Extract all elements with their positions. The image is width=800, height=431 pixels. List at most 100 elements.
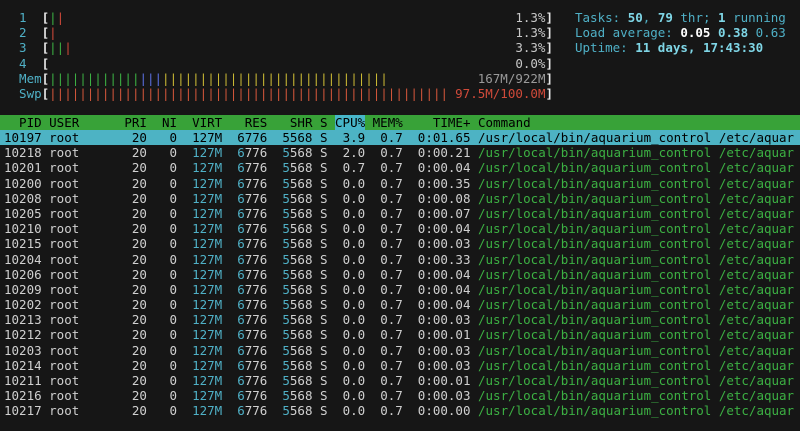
priority-header[interactable]: PRI xyxy=(117,115,147,130)
time-cell: 0:00.03 xyxy=(417,312,471,328)
shr-header[interactable]: SHR xyxy=(267,114,313,130)
cpu-cell: 0.0 xyxy=(342,236,366,252)
column-label[interactable]: PID xyxy=(19,114,42,130)
command-cell: /usr/local/bin/aquarium_control /etc/aqu… xyxy=(478,145,795,161)
column-label[interactable]: NI xyxy=(161,114,178,130)
res-cell: 6776 xyxy=(237,221,268,237)
res-cell: 6776 xyxy=(237,312,268,328)
process-row[interactable]: 10213 root 20 0 127M 6776 5568 S 0.0 0.7 0:00.03/u… xyxy=(0,312,800,327)
command-cell: /usr/local/bin/aquarium_control /etc/aqu… xyxy=(478,327,795,343)
command-header[interactable]: Command xyxy=(478,115,531,130)
nice-cell: 0 xyxy=(169,251,178,267)
process-row[interactable]: 10209 root 20 0 127M 6776 5568 S 0.0 0.7 0:00.04/u… xyxy=(0,282,800,297)
mem-cell: 0.7 xyxy=(380,297,403,313)
virt-cell: 127M xyxy=(192,312,223,328)
virt-cell: 127M xyxy=(192,160,223,176)
pid-cell: 10218 xyxy=(4,145,42,161)
shr-cell: 5568 xyxy=(282,373,313,388)
summary-line: Tasks: 50, 79 thr; 1 running xyxy=(575,10,786,25)
state-cell: S xyxy=(319,190,328,206)
state-cell: S xyxy=(319,281,328,297)
meter: 1[|| 1.3%] xyxy=(4,10,553,25)
column-label[interactable]: TIME+ xyxy=(432,114,471,130)
meter-label: 3 xyxy=(19,40,27,56)
column-label[interactable]: USER xyxy=(49,114,80,130)
user-cell: root xyxy=(49,205,80,221)
command-cell: /usr/local/bin/aquarium_control /etc/aqu… xyxy=(478,160,795,176)
column-label[interactable]: Command xyxy=(478,114,531,130)
command-cell: /usr/local/bin/aquarium_control /etc/aqu… xyxy=(478,312,795,328)
process-row[interactable]: 10216 root 20 0 127M 6776 5568 S 0.0 0.7 0:00.03/u… xyxy=(0,388,800,403)
priority-cell: 20 xyxy=(131,403,147,419)
shr-cell: 5568 xyxy=(282,403,313,419)
nice-cell: 0 xyxy=(169,266,178,282)
column-label[interactable]: S xyxy=(319,114,328,130)
cpu-header[interactable]: CPU% xyxy=(328,114,366,130)
state-cell: S xyxy=(319,251,328,267)
process-row[interactable]: 10197 root 20 0 127M 6776 5568 S 3.9 0.7 0:01.65/u… xyxy=(0,130,800,146)
command-cell: /usr/local/bin/aquarium_control /etc/aqu… xyxy=(478,236,795,252)
process-row[interactable]: 10212 root 20 0 127M 6776 5568 S 0.0 0.7 0:00.01/u… xyxy=(0,327,800,342)
meter-label: 1 xyxy=(19,10,27,25)
process-row[interactable]: 10202 root 20 0 127M 6776 5568 S 0.0 0.7 0:00.04/u… xyxy=(0,297,800,312)
process-row[interactable]: 10208 root 20 0 127M 6776 5568 S 0.0 0.7 0:00.08/u… xyxy=(0,191,800,206)
meter-label: Swp xyxy=(19,85,42,101)
cpu-cell: 0.0 xyxy=(342,312,366,328)
time-header[interactable]: TIME+ xyxy=(403,115,471,130)
time-cell: 0:00.03 xyxy=(417,342,471,358)
process-row[interactable]: 10203 root 20 0 127M 6776 5568 S 0.0 0.7 0:00.03/u… xyxy=(0,343,800,358)
process-row[interactable]: 10200 root 20 0 127M 6776 5568 S 0.0 0.7 0:00.35/u… xyxy=(0,176,800,191)
res-header[interactable]: RES xyxy=(222,114,268,130)
virt-cell: 127M xyxy=(192,251,223,267)
meter-label: 2 xyxy=(19,25,27,41)
res-cell: 6776 xyxy=(237,297,268,313)
meter: Mem[||||||||||||||||||||||||||||||||||||… xyxy=(4,71,553,86)
process-row[interactable]: 10206 root 20 0 127M 6776 5568 S 0.0 0.7 0:00.04/u… xyxy=(0,267,800,282)
process-row[interactable]: 10201 root 20 0 127M 6776 5568 S 0.7 0.7 0:00.04/u… xyxy=(0,160,800,175)
process-row[interactable]: 10210 root 20 0 127M 6776 5568 S 0.0 0.7 0:00.04/u… xyxy=(0,221,800,236)
mem-cell: 0.7 xyxy=(380,388,403,404)
meter-bracket: [ xyxy=(41,25,50,41)
process-row[interactable]: 10211 root 20 0 127M 6776 5568 S 0.0 0.7 0:00.01/u… xyxy=(0,373,800,388)
virt-cell: 127M xyxy=(192,297,223,313)
shr-cell: 5568 xyxy=(282,342,313,358)
process-row[interactable]: 10205 root 20 0 127M 6776 5568 S 0.0 0.7 0:00.07/u… xyxy=(0,206,800,221)
command-cell: /usr/local/bin/aquarium_control /etc/aqu… xyxy=(478,130,795,145)
meter-segment: ||| xyxy=(139,70,163,86)
column-label[interactable]: MEM% xyxy=(372,114,403,130)
state-header[interactable]: S xyxy=(312,114,328,130)
meter-value: 3.3% xyxy=(515,40,546,56)
mem-header[interactable]: MEM% xyxy=(365,115,403,130)
res-cell: 6776 xyxy=(237,251,268,267)
shr-cell: 5568 xyxy=(282,130,313,145)
column-label[interactable]: SHR xyxy=(289,114,313,130)
process-row[interactable]: 10215 root 20 0 127M 6776 5568 S 0.0 0.7 0:00.03/u… xyxy=(0,236,800,251)
process-row[interactable]: 10218 root 20 0 127M 6776 5568 S 2.0 0.7 0:00.21/u… xyxy=(0,145,800,160)
pid-cell: 10216 xyxy=(4,388,42,404)
res-cell: 6776 xyxy=(237,266,268,282)
pid-header[interactable]: PID xyxy=(4,115,42,130)
shr-cell: 5568 xyxy=(282,297,313,313)
virt-header[interactable]: VIRT xyxy=(177,115,222,130)
shr-cell: 5568 xyxy=(282,357,313,373)
summary-token: Tasks: xyxy=(575,10,628,25)
table-header[interactable]: PID USER PRI NI VIRT RES SHR S CPU% MEM% TIME+ Comm… xyxy=(0,114,800,130)
column-label[interactable]: VIRT xyxy=(192,114,223,130)
command-cell: /usr/local/bin/aquarium_control /etc/aqu… xyxy=(478,403,795,419)
meter-segment: | xyxy=(49,25,57,41)
nice-cell: 0 xyxy=(169,190,178,206)
user-header[interactable]: USER xyxy=(49,115,117,130)
command-cell: /usr/local/bin/aquarium_control /etc/aqu… xyxy=(478,266,795,282)
cpu-cell: 0.0 xyxy=(342,342,366,358)
res-cell: 6776 xyxy=(237,388,268,404)
res-cell: 6776 xyxy=(237,145,268,161)
process-row[interactable]: 10214 root 20 0 127M 6776 5568 S 0.0 0.7 0:00.03/u… xyxy=(0,358,800,373)
column-label[interactable]: PRI xyxy=(124,114,147,130)
pid-cell: 10213 xyxy=(4,312,42,328)
nice-header[interactable]: NI xyxy=(147,115,177,130)
column-label[interactable]: RES xyxy=(244,114,268,130)
column-label[interactable]: CPU% xyxy=(335,114,366,130)
process-row[interactable]: 10204 root 20 0 127M 6776 5568 S 0.0 0.7 0:00.33/u… xyxy=(0,252,800,267)
process-row[interactable]: 10217 root 20 0 127M 6776 5568 S 0.0 0.7 0:00.00/u… xyxy=(0,403,800,418)
user-cell: root xyxy=(49,251,80,267)
